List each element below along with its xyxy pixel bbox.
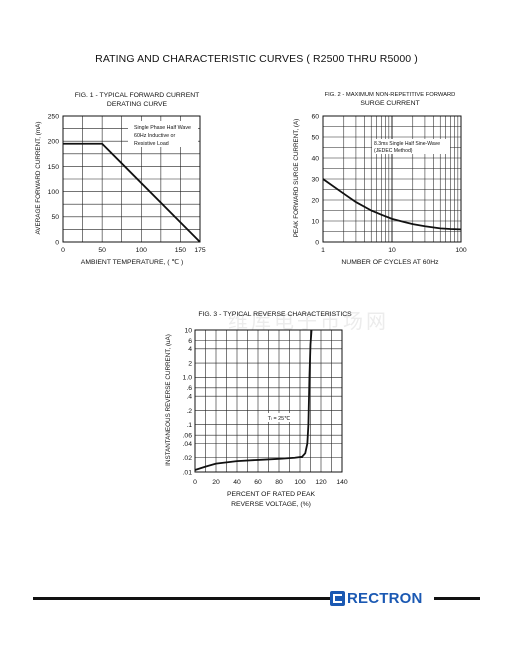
fig1-xtick-label: 175	[194, 247, 206, 254]
fig3-xtick-label: 120	[315, 479, 327, 486]
fig3-ytick-label: .02	[183, 455, 193, 462]
fig1-annotation-text: 60Hz Inductive or	[134, 133, 175, 139]
fig1-ytick-label: 250	[48, 113, 60, 120]
fig2-xlabel: NUMBER OF CYCLES AT 60Hz	[341, 259, 439, 266]
fig2-title: FIG. 2 - MAXIMUM NON-REPETITIVE FORWARD	[325, 92, 456, 98]
brand-name: RECTRON	[347, 589, 423, 607]
fig2-ytick-label: 50	[311, 134, 319, 141]
fig1-annotation-text: Single Phase Half Wave	[134, 125, 191, 131]
fig2-ytick-label: 0	[315, 239, 319, 246]
fig2-annotation-text: (JEDEC Method)	[374, 148, 413, 154]
fig3-ytick-label: 1.0	[183, 375, 193, 382]
fig2-ytick-label: 30	[311, 176, 319, 183]
fig2-ytick-label: 10	[311, 218, 319, 225]
fig1-ytick-label: 150	[48, 164, 60, 171]
fig3-xlabel: PERCENT OF RATED PEAK	[227, 491, 316, 498]
fig3-xtick-label: 20	[212, 479, 220, 486]
fig2-plot-frame	[322, 115, 462, 243]
fig1-grid	[62, 115, 201, 243]
fig2-ytick-label: 20	[311, 197, 319, 204]
fig1-marks: 0 50 100 150 175 0 50 100 150 200 250 Single Phase …	[48, 113, 206, 254]
fig3-ylabel: INSTANTANEOUS REVERSE CURRENT, (uA)	[165, 334, 172, 466]
fig1-xtick-label: 50	[98, 247, 106, 254]
fig1-annotation-box	[128, 121, 198, 147]
fig2-subtitle: SURGE CURRENT	[360, 100, 419, 107]
fig2-annotation-text: 8.3ms Single Half Sine-Wave	[374, 141, 440, 147]
fig1-ytick-label: 200	[48, 139, 60, 146]
fig3-marks: 0 20 40 60 80 100 120 140 .01 .02 .04.06 .1 .2 .4 .6 1.…	[183, 327, 348, 486]
fig3-ytick-label: 2	[188, 360, 192, 367]
fig3-ytick-label: .4	[186, 394, 192, 401]
fig1-ytick-label: 100	[48, 189, 60, 196]
fig3-ytick-label: .04	[183, 441, 193, 448]
fig3-ytick-label: 6	[188, 338, 192, 345]
fig1-xtick-label: 100	[136, 247, 148, 254]
fig3-grid	[194, 329, 343, 473]
fig1-series-line	[63, 142, 201, 243]
footer-line-right	[434, 597, 480, 600]
fig1-xlabel: AMBIENT TEMPERATURE, ( ℃ )	[81, 259, 183, 266]
fig2-ytick-label: 60	[311, 113, 319, 120]
fig1-ylabel: AVERAGE FORWARD CURRENT, (mA)	[35, 122, 42, 235]
watermark: 维库电子市场网	[228, 309, 389, 333]
rectron-logo-icon	[330, 590, 345, 606]
fig2-ytick-label: 40	[311, 155, 319, 162]
fig1-title: FIG. 1 - TYPICAL FORWARD CURRENT	[75, 92, 200, 99]
fig3-xtick-label: 60	[254, 479, 262, 486]
fig2-ylabel: PEAK FORWARD SURGE CURRENT, (A)	[293, 119, 300, 238]
fig3-ytick-label: .2	[186, 408, 192, 415]
brand-logo: RECTRON	[330, 589, 423, 607]
fig1-annotation-text: Resistive Load	[134, 141, 169, 147]
fig3-xtick-label: 0	[193, 479, 197, 486]
fig1-ytick-label: 0	[55, 239, 59, 246]
fig3-xlabel2: REVERSE VOLTAGE, (%)	[231, 501, 311, 508]
fig2-marks: 1 10 100 0 10 20 30 40 50 60 8.3ms Single Half Sin…	[311, 113, 466, 254]
fig1-xtick-label: 150	[175, 247, 187, 254]
fig1-plot-frame	[62, 115, 201, 243]
fig3-annotation-box	[263, 413, 295, 422]
fig3-xtick-label: 100	[294, 479, 306, 486]
fig2-annotation-box	[372, 139, 450, 154]
fig3-series-line	[194, 329, 313, 471]
fig3-xtick-label: 80	[275, 479, 283, 486]
fig3-ytick-label: .6	[186, 385, 192, 392]
fig2-xtick-label: 100	[455, 247, 467, 254]
footer-line-left	[33, 597, 330, 600]
fig2-xtick-label: 1	[321, 247, 325, 254]
fig1-subtitle: DERATING CURVE	[107, 101, 168, 108]
fig3-plot-frame	[194, 329, 343, 473]
fig2-xtick-label: 10	[388, 247, 396, 254]
fig3-ytick-label: 10	[184, 327, 192, 334]
fig1-xtick-label: 0	[61, 247, 65, 254]
fig1-ytick-label: 50	[51, 214, 59, 221]
fig3-ytick-label: .01	[183, 469, 193, 476]
fig3-xtick-label: 40	[233, 479, 241, 486]
fig3-xtick-label: 140	[336, 479, 348, 486]
fig2-series-line	[322, 178, 462, 231]
page-title: RATING AND CHARACTERISTIC CURVES ( R2500…	[95, 53, 418, 65]
fig3-ytick-label: .06	[183, 433, 193, 440]
fig3-ytick-label: 4	[188, 346, 192, 353]
fig3-ytick-label: .1	[186, 422, 192, 429]
fig3-annotation-text: Tₗ = 25℃	[268, 416, 290, 422]
fig2-grid	[322, 115, 462, 243]
